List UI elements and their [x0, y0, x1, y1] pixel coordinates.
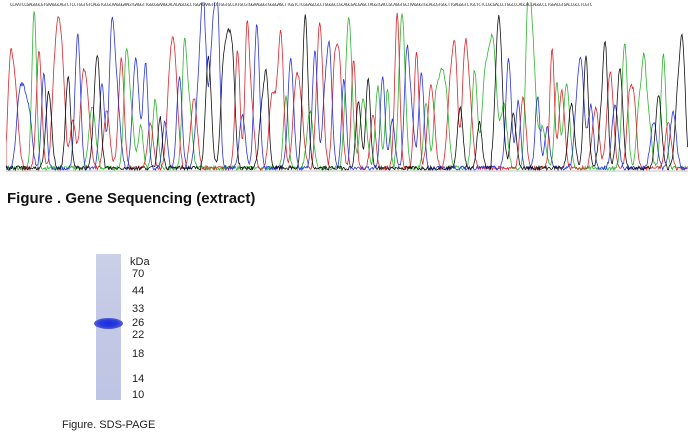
- gel-lane: [94, 254, 123, 400]
- kda-unit-label: kDa: [130, 256, 150, 268]
- sequence-read-text: CCAATCCGAGGGCGTGAAGGCAGTCTCCTGGTGTCAGGTG…: [10, 3, 592, 8]
- marker-label: 18: [132, 348, 145, 360]
- protein-band: [94, 318, 123, 329]
- marker-label: 14: [132, 373, 145, 385]
- sds-page-caption: Figure. SDS-PAGE: [62, 419, 156, 431]
- sds-page-gel: kDa 70 44 33 26 22 18 14 10: [94, 254, 196, 404]
- marker-label: 33: [132, 303, 145, 315]
- trace-green: [6, 2, 688, 172]
- chromatogram-trace-plot: [6, 2, 688, 172]
- marker-label: 10: [132, 389, 145, 401]
- marker-label: 22: [132, 329, 145, 341]
- marker-label: 70: [132, 268, 145, 280]
- marker-label: 26: [132, 317, 145, 329]
- trace-red: [6, 12, 688, 172]
- gene-sequencing-caption: Figure . Gene Sequencing (extract): [7, 190, 256, 207]
- trace-black: [6, 14, 688, 172]
- sequencing-chromatogram: [6, 2, 688, 178]
- marker-label: 44: [132, 285, 145, 297]
- trace-blue: [6, 2, 688, 172]
